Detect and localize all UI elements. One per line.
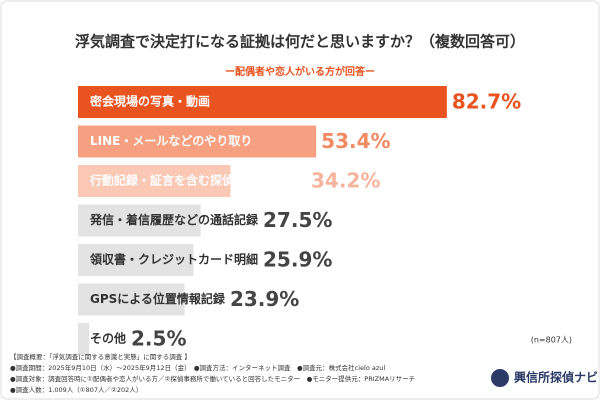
category-label: その他 (90, 331, 126, 346)
bar (78, 283, 185, 316)
value-label: 27.5% (263, 208, 332, 232)
bar (78, 323, 90, 355)
category-label: 領収書・クレジットカード明細 (89, 252, 258, 267)
category-label: LINE・メールなどのやり取り (90, 134, 252, 148)
bar (78, 204, 201, 237)
value-label: 34.2% (311, 169, 380, 193)
value-label: 53.4% (321, 129, 390, 153)
footnote: ●調査対象：調査回答時に①配偶者や恋人がいる方／②探偵事務所で働いていると回答し… (10, 374, 415, 383)
footnote: 【調査概要：「浮気調査に関する意識と実態」に関する調査 】 (10, 352, 191, 361)
bar (78, 165, 231, 197)
logo-icon (491, 369, 509, 387)
category-label: 密会現場の写真・動画 (90, 94, 210, 109)
value-label: 2.5% (131, 327, 186, 351)
footnote: ●調査人数：1,009人（①807人／②202人） (10, 385, 142, 394)
bar (78, 125, 317, 158)
value-label: 25.9% (263, 248, 332, 272)
chart-subtitle: ー配偶者や恋人がいる方が回答ー (225, 65, 375, 78)
category-label: GPSによる位置情報記録 (90, 291, 226, 306)
footnote: ●調査期間：2025年9月10日（水）〜2025年9月12日（金） ●調査方法：… (10, 363, 385, 372)
chart-title: 浮気調査で決定打になる証拠は何だと思いますか？（複数回答可） (75, 33, 525, 51)
category-label: 行動記録・証言を含む探偵の調査報告書 (89, 173, 306, 188)
logo-text: 興信所探偵ナビ (514, 370, 598, 385)
category-label: 発信・着信履歴などの通話記録 (89, 212, 259, 227)
bar (78, 86, 447, 118)
bar (78, 244, 194, 276)
value-label: 82.7% (452, 90, 521, 114)
logo: 興信所探偵ナビ (491, 369, 598, 387)
sample-note: (n=807人) (531, 336, 572, 345)
value-label: 23.9% (230, 287, 299, 311)
